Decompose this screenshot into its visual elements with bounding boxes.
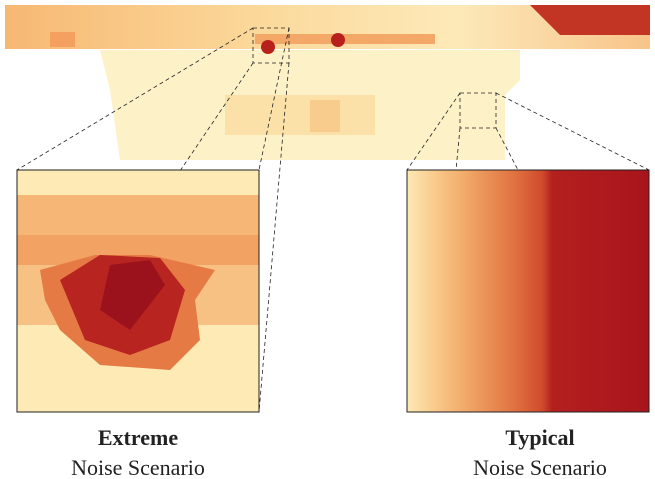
panel-subtitle: Noise Scenario [71,455,205,479]
panel-subtitle: Noise Scenario [473,455,607,479]
overview-map [5,5,650,160]
panel-title: Extreme [98,425,178,450]
typical-inset [406,169,650,413]
panel-title: Typical [505,425,574,450]
extreme-inset [16,169,260,413]
